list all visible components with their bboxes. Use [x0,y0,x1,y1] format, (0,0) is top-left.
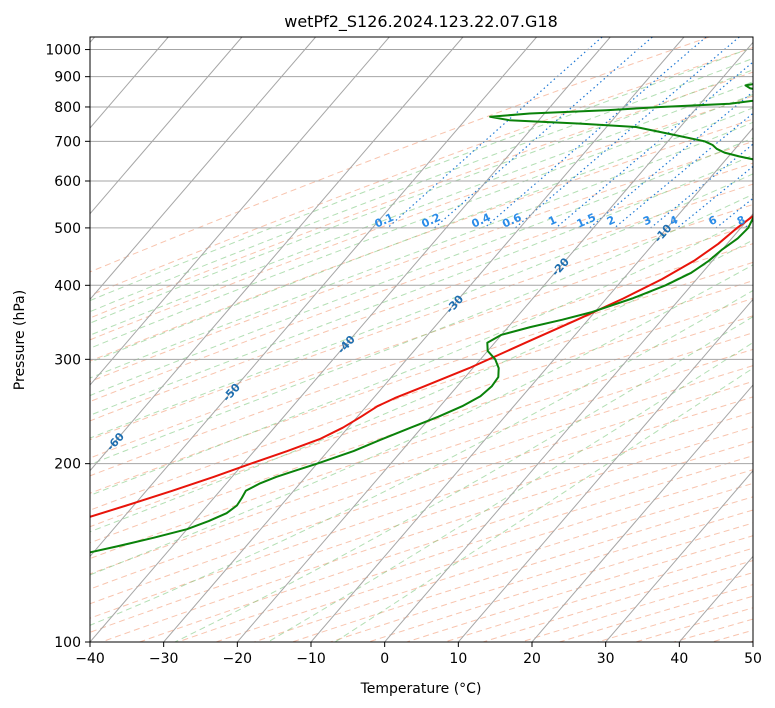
dry-adiabat [90,95,753,341]
dry-adiabat [90,118,753,362]
isotherm [90,37,538,558]
x-tick-label: −30 [149,651,179,667]
x-tick-label: −40 [75,651,105,667]
moist-adiabat [90,154,753,416]
dry-adiabat [90,46,753,296]
moist-adiabats [90,46,753,642]
x-tick-label: 40 [670,651,688,667]
isotherm [310,127,753,642]
y-tick-label: 200 [54,457,81,473]
isotherm [384,212,753,642]
moist-adiabat [90,81,753,336]
y-tick-label: 500 [54,221,81,237]
plot-frame [89,36,754,643]
mixing-ratio-line [589,91,753,229]
x-tick-label: 10 [449,651,467,667]
isotherm [531,384,753,642]
moist-adiabat [90,57,753,313]
x-axis-label: Temperature (°C) [360,681,482,697]
moist-adiabat [90,137,753,397]
temperature-profile-line [90,214,753,518]
isotherm [90,37,390,386]
isotherm [90,37,317,301]
x-tick-label: 20 [523,651,541,667]
dewpoint-profile-line [90,83,753,554]
isotherm [90,37,611,642]
isotherm [90,37,243,215]
dry-adiabat [90,411,753,633]
dry-adiabat [406,535,753,642]
sounding-profiles [90,83,753,554]
isotherm [605,469,753,642]
mixing-ratio-line [484,37,707,229]
dry-adiabat [254,482,753,642]
y-tick-label: 800 [54,100,81,116]
mixing-ratio-line [650,143,753,229]
y-tick-label: 400 [54,278,81,294]
moist-adiabat [90,46,753,302]
isotherm [457,298,753,642]
dry-adiabat [90,183,753,422]
moist-adiabat [90,173,753,439]
dry-adiabat [177,455,753,642]
dry-adiabat [90,71,753,319]
isotherm [90,37,464,472]
y-tick-label: 900 [54,70,81,86]
mixing-ratio-line [555,61,753,229]
isotherms [90,37,753,642]
y-tick-label: 600 [54,174,81,190]
x-tick-label: −10 [296,651,326,667]
x-tick-label: 30 [597,651,615,667]
dry-adiabat [90,396,753,619]
y-tick-label: 700 [54,134,81,150]
y-tick-label: 300 [54,352,81,368]
dry-adiabat [90,162,753,403]
isotherm [236,41,753,642]
y-tick-label: 1000 [45,43,81,59]
moist-adiabat [174,316,753,642]
y-axis-label: Pressure (hPa) [12,290,28,390]
x-tick-label: 50 [744,651,762,667]
x-tick-label: 0 [380,651,389,667]
mixing-ratio-line [514,37,740,229]
moist-adiabat [90,107,753,363]
dry-adiabat [215,469,753,642]
x-axis-ticks: −40 −30 −20 −10 0 10 20 30 40 50 [75,642,762,667]
isotherm [163,37,685,642]
chart-title: wetPf2_S126.2024.123.22.07.G18 [284,12,558,32]
y-axis-ticks: 100 200 300 400 500 600 700 800 900 1000 [45,43,90,651]
x-tick-label: −20 [223,651,253,667]
isobars [90,49,753,642]
dry-adiabat [101,426,753,642]
dry-adiabat [90,140,753,383]
y-tick-label: 100 [54,635,81,651]
